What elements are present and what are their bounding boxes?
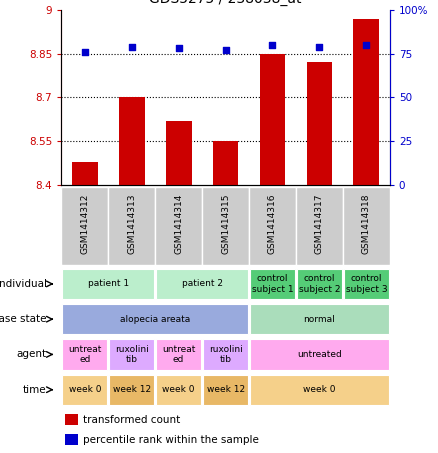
Bar [203,375,248,405]
Bar [156,269,248,299]
Bar [119,97,145,185]
Text: control
subject 2: control subject 2 [299,274,340,294]
Text: week 0: week 0 [303,385,336,394]
Text: agent: agent [17,349,46,359]
Bar [249,187,296,265]
Bar [250,269,295,299]
Bar [65,434,78,445]
Text: transformed count: transformed count [83,414,180,424]
Bar [203,339,248,370]
Text: patient 2: patient 2 [182,280,223,289]
Bar [62,375,107,405]
Bar [297,269,342,299]
Bar [61,187,108,265]
Text: normal: normal [304,315,336,324]
Text: GSM1414317: GSM1414317 [315,193,324,254]
Text: patient 1: patient 1 [88,280,129,289]
Text: GSM1414314: GSM1414314 [174,193,183,254]
Bar [250,339,389,370]
Text: disease state: disease state [0,314,46,324]
Title: GDS5275 / 238038_at: GDS5275 / 238038_at [149,0,302,6]
Bar [62,304,248,334]
Text: untreated: untreated [297,350,342,359]
Bar [156,375,201,405]
Text: week 12: week 12 [113,385,151,394]
Bar [307,63,332,185]
Bar [108,187,155,265]
Text: individual: individual [0,279,46,289]
Text: GSM1414316: GSM1414316 [268,193,277,254]
Bar [296,187,343,265]
Bar [250,375,389,405]
Point [222,47,229,54]
Bar [353,19,379,185]
Text: GSM1414315: GSM1414315 [221,193,230,254]
Bar [213,141,238,185]
Text: ruxolini
tib: ruxolini tib [208,345,243,364]
Bar [109,339,154,370]
Text: ruxolini
tib: ruxolini tib [115,345,148,364]
Bar [156,339,201,370]
Text: percentile rank within the sample: percentile rank within the sample [83,435,258,445]
Text: week 12: week 12 [206,385,245,394]
Point [363,41,370,48]
Point [128,43,135,50]
Bar [250,304,389,334]
Bar [65,414,78,425]
Text: untreat
ed: untreat ed [68,345,102,364]
Text: control
subject 3: control subject 3 [346,274,387,294]
Bar [109,375,154,405]
Bar [202,187,249,265]
Bar [62,269,154,299]
Bar [343,187,390,265]
Text: control
subject 1: control subject 1 [252,274,293,294]
Bar [155,187,202,265]
Text: GSM1414312: GSM1414312 [80,193,89,254]
Text: GSM1414313: GSM1414313 [127,193,136,254]
Bar [166,120,191,185]
Text: untreat
ed: untreat ed [162,345,195,364]
Text: alopecia areata: alopecia areata [120,315,190,324]
Point [316,43,323,50]
Point [175,45,182,52]
Text: week 0: week 0 [68,385,101,394]
Point [269,41,276,48]
Bar [72,162,98,185]
Bar [62,339,107,370]
Bar [260,53,286,185]
Point [81,48,88,56]
Text: GSM1414318: GSM1414318 [362,193,371,254]
Text: week 0: week 0 [162,385,195,394]
Bar [344,269,389,299]
Text: time: time [23,385,46,395]
